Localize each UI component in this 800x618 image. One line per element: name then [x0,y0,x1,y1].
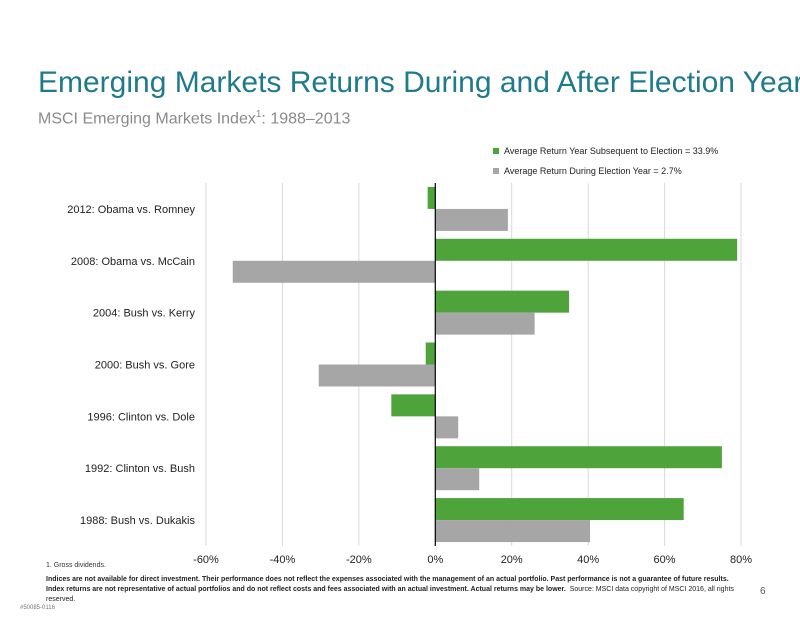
chart-legend: Average Return Year Subsequent to Electi… [493,141,718,181]
disclaimer: Indices are not available for direct inv… [46,575,736,605]
category-label: 2012: Obama vs. Romney [67,204,195,216]
page-title: Emerging Markets Returns During and Afte… [38,66,800,99]
bar-during [435,312,535,335]
document-id: #50085-0116 [20,605,55,611]
bar-during [318,364,436,387]
legend-item-subsequent: Average Return Year Subsequent to Electi… [493,141,718,161]
bar-during [435,520,591,543]
x-tick-label: 0% [427,554,443,566]
bar-during [435,468,480,491]
x-tick-label: -40% [270,554,296,566]
x-tick-label: -20% [346,554,372,566]
bar-subsequent [427,186,436,209]
x-tick-label: 60% [654,554,676,566]
bar-subsequent [391,394,436,417]
category-label: 2004: Bush vs. Kerry [93,308,196,320]
subtitle-footnote-marker: 1 [255,109,262,120]
legend-swatch-gray [493,168,499,174]
subtitle-main: MSCI Emerging Markets Index [38,110,256,128]
bar-during [435,208,508,231]
subtitle-rest: : 1988–2013 [261,110,351,128]
bar-during [232,260,436,283]
x-tick-label: 80% [730,554,752,566]
page-number: 6 [760,586,766,597]
bar-subsequent [425,342,436,365]
legend-label-subsequent: Average Return Year Subsequent to Electi… [504,146,719,156]
x-tick-label: 20% [501,554,523,566]
legend-item-during: Average Return During Election Year = 2.… [493,161,718,181]
disclaimer-text: Indices are not available for direct inv… [46,576,729,593]
category-label: 1996: Clinton vs. Dole [87,411,195,423]
legend-label-during: Average Return During Election Year = 2.… [504,166,682,176]
x-tick-label: 40% [577,554,599,566]
bar-subsequent [435,290,570,313]
bar-during [435,416,459,439]
category-label: 1992: Clinton vs. Bush [85,463,195,475]
category-label: 1988: Bush vs. Dukakis [80,515,195,527]
page-subtitle: MSCI Emerging Markets Index1: 1988–2013 [38,109,350,128]
legend-swatch-green [493,148,499,154]
source-text: Source: MSCI data copyright of MSCI 2016… [46,586,734,603]
bar-subsequent [435,446,722,469]
x-tick-label: -60% [193,554,219,566]
bar-subsequent [435,238,738,261]
footnote: 1. Gross dividends. [46,562,106,569]
category-label: 2008: Obama vs. McCain [71,256,195,268]
category-label: 2000: Bush vs. Gore [95,360,195,372]
bar-subsequent [435,498,684,521]
